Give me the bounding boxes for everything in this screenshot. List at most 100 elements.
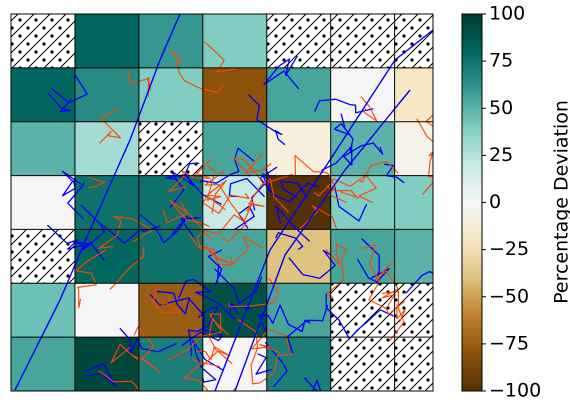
network-orange-segment <box>127 69 151 97</box>
network-orange-segment <box>109 246 145 290</box>
heatmap-cell <box>11 67 75 122</box>
network-orange-segment <box>230 235 263 265</box>
heatmap-cell <box>138 14 203 68</box>
heatmap-cell <box>11 337 75 391</box>
heatmap-cell-missing <box>394 337 433 391</box>
network-orange-segment <box>99 108 122 144</box>
heatmap-cell-missing <box>138 121 203 176</box>
colorbar-tick-label: −75 <box>489 332 529 354</box>
network-orange-segment <box>98 215 153 250</box>
network-blue-segment <box>325 292 395 340</box>
network-blue-trunk <box>214 29 433 391</box>
colorbar-ticks: 100 75 50 25 0 −25 −50 −75 −100 <box>482 3 541 402</box>
network-blue-segment <box>303 377 339 391</box>
network-blue-segment <box>250 168 271 211</box>
network-blue-segment <box>314 98 374 114</box>
network-orange-segment <box>132 326 161 374</box>
network-blue-segment <box>139 214 188 244</box>
network-blue-segment <box>119 327 177 356</box>
network-orange-segment <box>396 304 406 323</box>
heatmap-cell <box>11 283 75 338</box>
network-blue-segment <box>234 205 255 230</box>
network-blue-segment <box>165 170 194 208</box>
network-blue-segment <box>405 270 433 294</box>
network-blue <box>46 55 433 391</box>
heatmap-cell <box>266 121 331 176</box>
heatmap-cell <box>330 175 395 230</box>
network-blue-segment <box>286 304 329 354</box>
network-orange-segment <box>192 346 231 366</box>
heatmap-cell-missing <box>330 283 395 338</box>
heatmap-cell-missing <box>394 283 433 338</box>
network-orange-segment <box>110 343 140 364</box>
heatmap-cell-missing <box>394 14 433 68</box>
network-blue-segment <box>263 55 300 90</box>
network-blue-segment <box>255 353 272 375</box>
cell-grid-lines <box>11 14 433 391</box>
network-blue-segment <box>247 94 286 146</box>
heatmap-cell <box>202 14 267 68</box>
network-orange-segment <box>98 370 142 391</box>
heatmap-cell <box>394 175 433 230</box>
network-orange-segment <box>88 176 106 189</box>
network-orange-segment <box>251 328 290 354</box>
network-orange-segment <box>168 158 212 192</box>
network-blue-segment <box>181 297 224 347</box>
heatmap-cell <box>330 229 395 284</box>
heatmap-cell-missing <box>330 14 395 68</box>
heatmap-cell <box>74 14 139 68</box>
network-orange-segment <box>248 178 289 213</box>
network-orange-segment <box>204 41 237 73</box>
heatmap-cell <box>138 283 203 338</box>
heatmap-cell-missing <box>330 337 395 391</box>
heatmap-cell <box>202 229 267 284</box>
heatmap-cell <box>138 67 203 122</box>
colorbar: 100 75 50 25 0 −25 −50 −75 −100 Percentage Devia… <box>461 3 570 402</box>
heatmap-cell-missing <box>11 229 75 284</box>
network-blue-segment <box>207 249 223 286</box>
network-orange-segment <box>204 170 247 242</box>
network-orange-segment <box>201 201 254 241</box>
network-blue-segment <box>275 205 311 242</box>
network-blue-segment <box>357 238 390 283</box>
heatmap-cell <box>394 121 433 176</box>
heatmap-cell <box>394 67 433 122</box>
network-orange-segment <box>314 174 377 204</box>
network-orange-segment <box>205 165 226 211</box>
network-orange-segment <box>75 249 106 309</box>
heatmap-cell <box>266 67 331 122</box>
network-blue-segment <box>99 222 161 244</box>
network-blue-segment <box>180 217 201 238</box>
colorbar-tick-label: −50 <box>489 285 529 307</box>
heatmap-cells <box>11 14 433 391</box>
network-orange-segment <box>416 118 433 195</box>
colorbar-gradient <box>461 13 483 392</box>
heatmap-cell <box>74 229 139 284</box>
network-blue-segment <box>47 92 72 113</box>
plot-frame <box>10 13 434 392</box>
network-blue-segment <box>288 249 336 279</box>
network-orange-segment <box>199 245 233 267</box>
network-blue-segment <box>258 304 311 335</box>
network-blue-segment <box>149 290 190 315</box>
network-blue-segment <box>199 147 255 184</box>
network-blue-segment <box>321 142 384 172</box>
colorbar-tick-label: −25 <box>489 238 529 260</box>
network-blue-segment <box>264 341 288 388</box>
colorbar-tick-label: −100 <box>489 380 541 402</box>
network-orange-segment <box>183 361 221 391</box>
colorbar-tick-label: 50 <box>489 97 513 119</box>
network-blue-segment <box>275 232 304 251</box>
network-orange-segment <box>170 50 224 93</box>
heatmap-cell <box>74 283 139 338</box>
heatmap-cell-missing <box>11 14 75 68</box>
colorbar-tick-label: 25 <box>489 144 513 166</box>
network-orange <box>75 41 433 391</box>
network-blue-segment <box>214 268 263 305</box>
network-orange-segment <box>325 243 347 299</box>
colorbar-tick-label: 100 <box>489 3 525 25</box>
network-orange-segment <box>167 313 222 361</box>
network-blue-segment <box>334 186 368 222</box>
heatmap-cell <box>202 67 267 122</box>
heatmap-cell <box>202 121 267 176</box>
